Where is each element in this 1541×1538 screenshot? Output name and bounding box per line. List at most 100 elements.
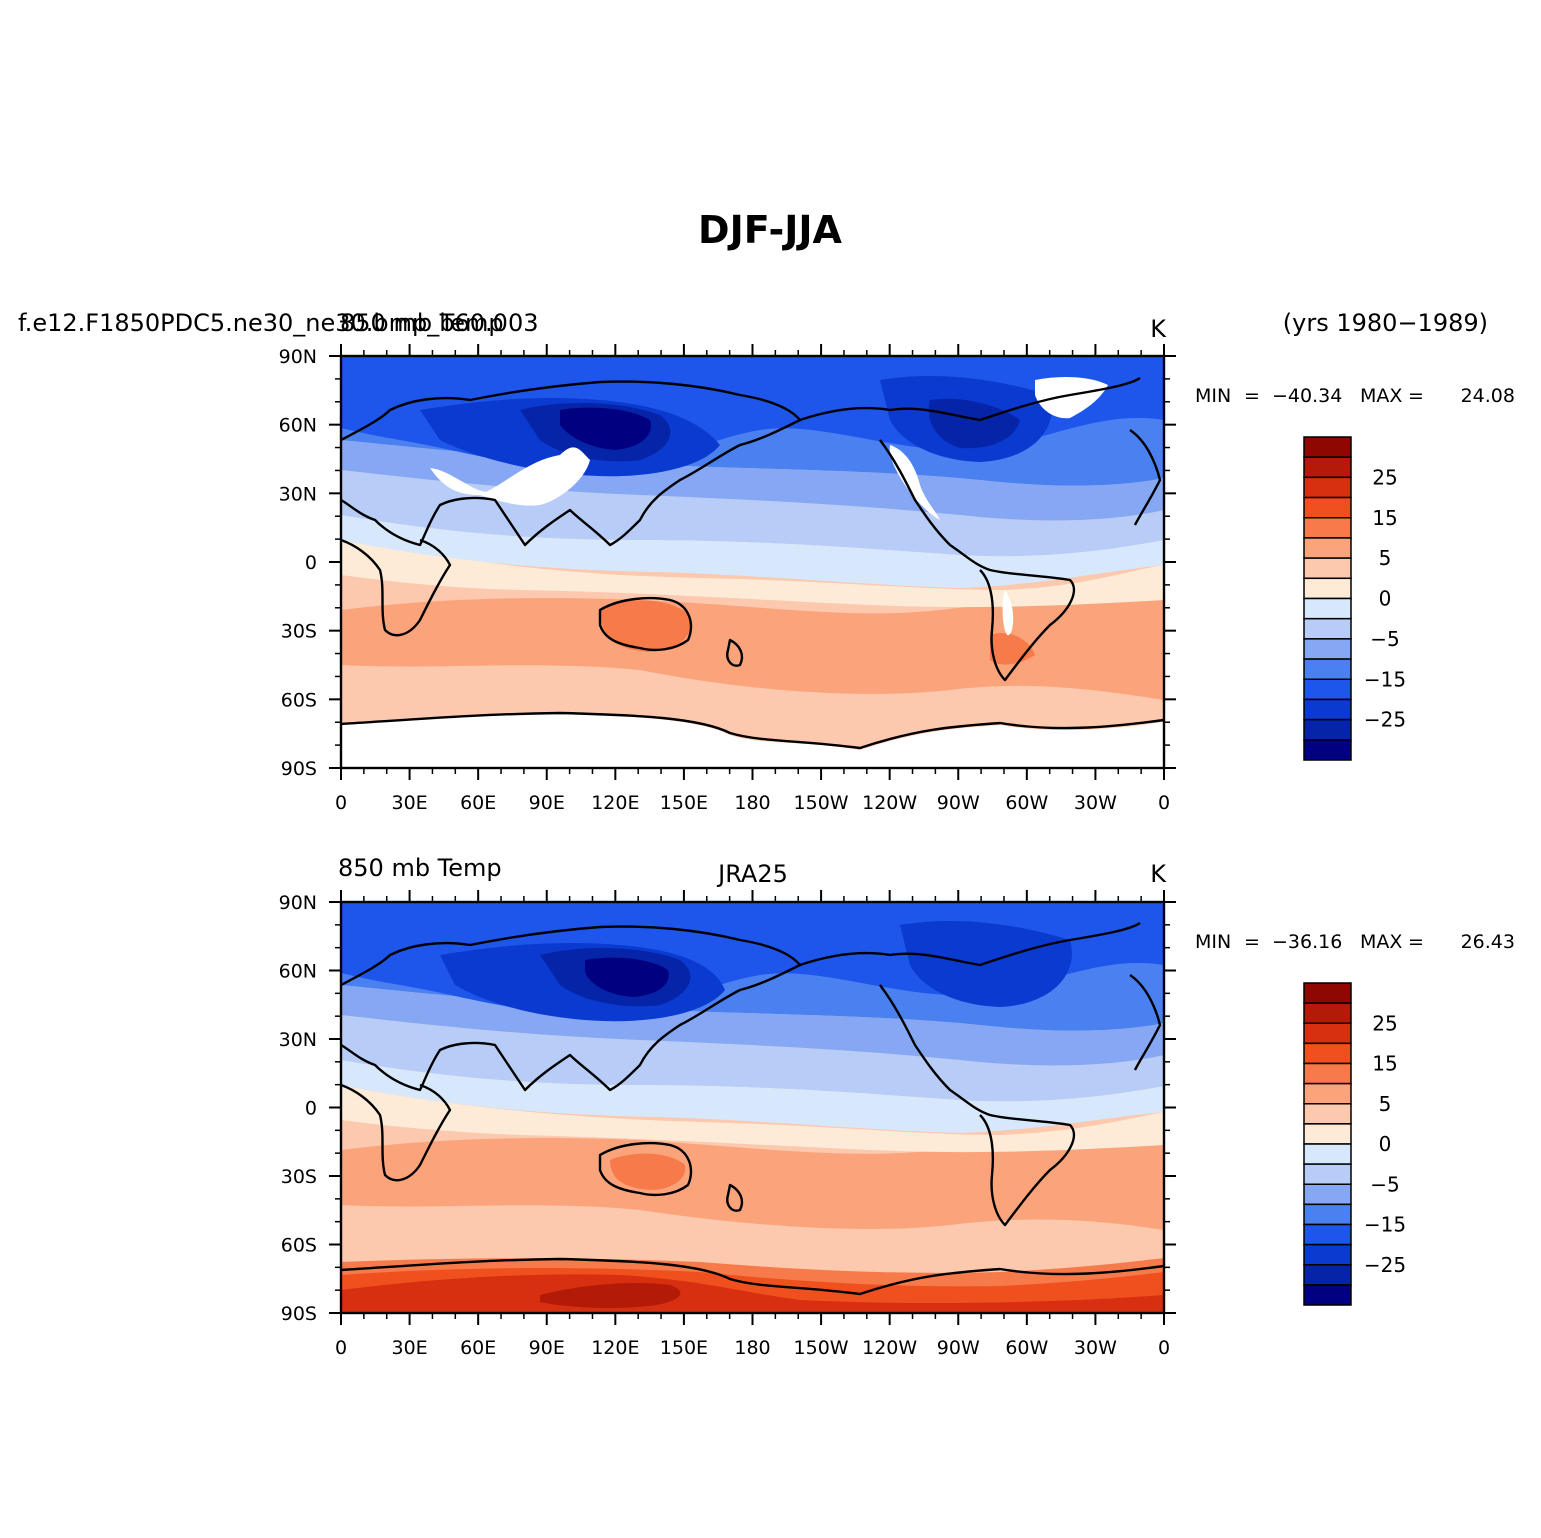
panel-model-minmax: MIN = −40.34 MAX = 24.08 (1195, 385, 1515, 407)
panel-obs-minmax: MIN = −36.16 MAX = 26.43 (1195, 931, 1515, 953)
panel-model-max-eq: = (1408, 385, 1424, 407)
colorbar-label: 25 (1372, 1011, 1397, 1035)
colorbar-swatch (1303, 577, 1352, 600)
lat-tick-label: 30S (281, 1166, 317, 1188)
colorbar-label: −5 (1370, 1172, 1399, 1196)
model-field-band-minus40 (560, 407, 651, 450)
colorbar-swatch (1303, 718, 1352, 741)
model-field-band-plus0 (341, 535, 1164, 608)
obs-field-band-minus35 (585, 957, 669, 997)
colorbar-swatch (1303, 617, 1352, 640)
colorbar-label: −5 (1370, 627, 1399, 651)
lon-tick-label: 0 (335, 792, 347, 814)
lon-tick-label: 120E (591, 1337, 639, 1359)
panel-obs-left-title: 850 mb Temp (338, 854, 502, 882)
panel-model-max-label: MAX (1360, 385, 1402, 407)
colorbar-swatch (1303, 1284, 1352, 1306)
panel-obs-min-value: −36.16 (1272, 931, 1342, 953)
panel-model-map (341, 356, 1164, 768)
panel-obs-max-eq: = (1408, 931, 1424, 953)
panel-obs-min-label: MIN (1195, 931, 1231, 953)
lon-tick-label: 60W (1005, 792, 1048, 814)
panel-obs-min-eq: = (1244, 931, 1260, 953)
colorbar-swatch (1303, 1103, 1352, 1125)
main-title: DJF-JJA (698, 208, 843, 252)
colorbar-label: 0 (1379, 1132, 1392, 1156)
colorbar-swatch (1303, 678, 1352, 701)
colorbar-label: −25 (1364, 1253, 1406, 1277)
lon-tick-label: 60E (460, 792, 496, 814)
panel-model-min-value: −40.34 (1272, 385, 1342, 407)
obs-field-band-plus0 (341, 1085, 1164, 1153)
lon-tick-label: 30E (391, 1337, 427, 1359)
model-missing-tibet (430, 447, 590, 506)
lon-tick-label: 30W (1074, 1337, 1117, 1359)
lon-tick-label: 180 (734, 1337, 770, 1359)
panel-model-min-label: MIN (1195, 385, 1231, 407)
obs-field-band-minus0 (341, 1060, 1164, 1133)
colorbar-swatch (1303, 1042, 1352, 1065)
model-missing-rockies (889, 445, 940, 520)
lon-tick-label: 90W (937, 792, 980, 814)
model-coastlines (341, 376, 1164, 750)
lat-tick-label: 30N (279, 1029, 317, 1051)
colorbar-label: 5 (1379, 1092, 1392, 1116)
lon-tick-label: 0 (1158, 792, 1170, 814)
obs-field-band-minus5 (341, 1015, 1164, 1102)
colorbar-swatch (1303, 496, 1352, 519)
obs-field-warm-patch-australia (610, 1153, 686, 1190)
model-field-warm-band-south (341, 593, 1164, 700)
panel-obs-max-label: MAX (1360, 931, 1402, 953)
lat-tick-label: 60N (279, 961, 317, 983)
lat-tick-label: 0 (305, 1098, 317, 1120)
colorbar-swatch (1303, 739, 1352, 761)
colorbar-label: 15 (1372, 1052, 1397, 1076)
colorbar-swatch (1303, 638, 1352, 660)
colorbar-swatch (1303, 1062, 1352, 1085)
colorbar-swatch (1303, 982, 1352, 1004)
lat-tick-label: 60N (279, 415, 317, 437)
lat-tick-label: 30S (281, 621, 317, 643)
colorbar-swatch (1303, 1163, 1352, 1185)
lon-tick-label: 150W (794, 1337, 849, 1359)
lat-tick-label: 90S (281, 1303, 317, 1325)
colorbar-label: −25 (1364, 708, 1406, 732)
lon-tick-label: 90E (529, 1337, 565, 1359)
lat-tick-label: 90N (279, 346, 317, 368)
lat-tick-label: 60S (281, 689, 317, 711)
colorbar-swatch (1303, 476, 1352, 499)
colorbar-swatch (1303, 557, 1352, 580)
lat-tick-label: 30N (279, 483, 317, 505)
colorbar-swatch (1303, 1123, 1352, 1145)
colorbar-label: 0 (1379, 587, 1392, 611)
panel-model-colorbar: 25 15 5 0 −5 −15 −25 (1303, 436, 1406, 761)
panel-model-axes: 0 30E 60E 90E 120E 150E 180 150W 120W 90W 60W 30W 09… (279, 344, 1176, 814)
lon-tick-label: 60W (1005, 1337, 1048, 1359)
model-missing-antarctica (341, 714, 1164, 768)
colorbar-label: 5 (1379, 546, 1392, 570)
colorbar-swatch (1303, 1183, 1352, 1206)
panel-obs-units: K (1150, 860, 1167, 888)
lat-tick-label: 0 (305, 552, 317, 574)
lon-tick-label: 150W (794, 792, 849, 814)
panel-obs-max-value: 26.43 (1461, 931, 1515, 953)
lat-tick-label: 60S (281, 1235, 317, 1257)
lon-tick-label: 120W (862, 792, 917, 814)
lon-tick-label: 0 (1158, 1337, 1170, 1359)
panel-model-left-title-overlay: 850 mb Temp (340, 309, 504, 337)
lon-tick-label: 90E (529, 792, 565, 814)
colorbar-label: 25 (1372, 465, 1397, 489)
lon-tick-label: 180 (734, 792, 770, 814)
colorbar-swatch (1303, 456, 1352, 479)
panel-obs-colorbar: 25 15 5 0 −5 −15 −25 (1303, 982, 1406, 1306)
model-field-band-minus0 (341, 515, 1164, 588)
lat-tick-label: 90S (281, 758, 317, 780)
model-missing-greenland (1035, 377, 1108, 419)
panel-model: f.e12.F1850PDC5.ne30_ne30.bmp_b60.003 85… (18, 309, 1515, 814)
colorbar-swatch (1303, 537, 1352, 559)
panel-model-units: K (1150, 315, 1167, 343)
model-field-warm-patch-australia (600, 600, 691, 652)
lon-tick-label: 150E (660, 1337, 708, 1359)
lon-tick-label: 0 (335, 1337, 347, 1359)
